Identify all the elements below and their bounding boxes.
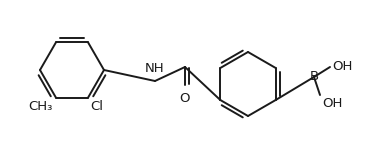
Text: OH: OH xyxy=(322,97,342,110)
Text: B: B xyxy=(309,71,319,83)
Text: Cl: Cl xyxy=(90,100,103,113)
Text: O: O xyxy=(180,92,190,105)
Text: NH: NH xyxy=(145,62,165,75)
Text: OH: OH xyxy=(332,60,353,74)
Text: CH₃: CH₃ xyxy=(29,100,53,113)
